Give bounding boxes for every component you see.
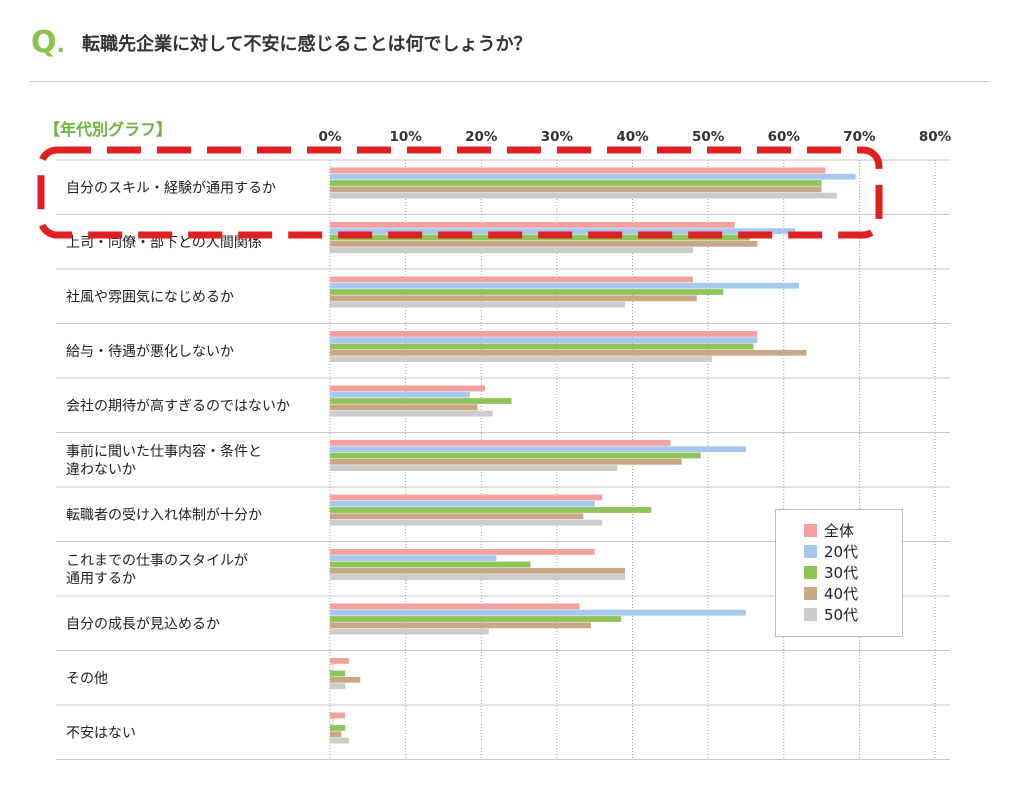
bar bbox=[330, 356, 712, 362]
bar bbox=[330, 725, 346, 731]
bar bbox=[330, 567, 625, 574]
bar bbox=[330, 228, 796, 235]
bar bbox=[330, 574, 625, 580]
x-tick-label: 0% bbox=[319, 129, 342, 145]
legend-item: 40代 bbox=[804, 583, 902, 604]
bar bbox=[330, 385, 486, 392]
bar bbox=[330, 628, 489, 635]
highlight-box bbox=[37, 146, 883, 239]
bar bbox=[330, 295, 697, 302]
bar bbox=[330, 349, 807, 356]
x-tick-label: 20% bbox=[465, 129, 498, 145]
bar bbox=[330, 465, 618, 471]
bar bbox=[330, 549, 595, 555]
bar bbox=[330, 555, 497, 562]
bar bbox=[330, 192, 837, 199]
bar bbox=[330, 452, 701, 459]
bar bbox=[330, 247, 693, 253]
legend-item: 30代 bbox=[804, 562, 902, 583]
bar bbox=[330, 676, 361, 683]
legend-label: 全体 bbox=[824, 522, 855, 540]
legend: 全体 20代 30代 40代 50代 bbox=[775, 509, 903, 637]
bar bbox=[330, 240, 758, 247]
category-label: 社風や雰囲気になじめるか bbox=[66, 289, 234, 305]
x-tick-label: 30% bbox=[541, 129, 574, 145]
category-label: 不安はない bbox=[66, 725, 136, 741]
bar bbox=[330, 712, 346, 719]
bar bbox=[330, 683, 346, 689]
x-tick-label: 50% bbox=[692, 129, 725, 145]
bar bbox=[330, 180, 822, 186]
legend-item: 全体 bbox=[804, 520, 902, 541]
x-tick-label: 40% bbox=[616, 129, 649, 145]
bar bbox=[330, 282, 799, 289]
legend-swatch bbox=[804, 608, 817, 621]
bar bbox=[330, 391, 470, 398]
bar bbox=[330, 658, 349, 664]
category-label: その他 bbox=[66, 671, 108, 687]
bar bbox=[330, 561, 531, 568]
x-tick-label: 80% bbox=[919, 129, 952, 145]
legend-swatch bbox=[804, 524, 817, 537]
bar bbox=[330, 507, 652, 513]
bar bbox=[329, 663, 334, 671]
bar bbox=[330, 343, 754, 350]
bar bbox=[330, 167, 826, 174]
category-label: 自分の成長が見込めるか bbox=[66, 616, 220, 632]
category-label: 会社の期待が高すぎるのではないか bbox=[66, 397, 290, 414]
divider bbox=[30, 81, 990, 82]
bar bbox=[330, 737, 349, 744]
bar bbox=[330, 494, 603, 501]
legend-label: 30代 bbox=[824, 564, 859, 582]
legend-swatch bbox=[804, 545, 817, 558]
legend-item: 20代 bbox=[804, 541, 902, 562]
q-mark: Q. bbox=[31, 25, 65, 60]
bar bbox=[330, 670, 346, 677]
bar bbox=[330, 519, 603, 526]
legend-label: 40代 bbox=[824, 585, 859, 603]
legend-swatch bbox=[804, 587, 817, 600]
category-label: 違わないか bbox=[66, 462, 136, 478]
bar bbox=[330, 337, 758, 344]
bar bbox=[330, 513, 584, 520]
bar bbox=[330, 398, 512, 404]
x-tick-label: 70% bbox=[843, 129, 876, 145]
category-label: 転職者の受け入れ体制が十分か bbox=[66, 507, 262, 523]
bar bbox=[330, 622, 591, 629]
bar bbox=[330, 276, 693, 283]
bar bbox=[330, 331, 758, 337]
x-tick-label: 60% bbox=[768, 129, 801, 145]
bar bbox=[330, 404, 478, 411]
bar bbox=[330, 289, 724, 295]
bar bbox=[330, 603, 580, 610]
bar bbox=[330, 173, 856, 180]
x-tick-label: 10% bbox=[389, 129, 422, 145]
category-label: これまでの仕事のスタイルが bbox=[66, 553, 248, 569]
legend-label: 20代 bbox=[824, 543, 859, 561]
bar bbox=[330, 222, 735, 228]
bar bbox=[330, 301, 625, 308]
bar bbox=[330, 616, 622, 622]
bar bbox=[330, 500, 595, 507]
category-label: 上司・同僚・部下との人間関係 bbox=[66, 235, 262, 251]
bar bbox=[330, 609, 746, 616]
bar bbox=[330, 410, 493, 417]
category-label: 通用するか bbox=[66, 571, 136, 587]
category-label: 自分のスキル・経験が通用するか bbox=[66, 180, 276, 196]
bar bbox=[330, 446, 746, 453]
category-label: 事前に聞いた仕事内容・条件と bbox=[66, 443, 262, 460]
bar bbox=[330, 186, 822, 193]
bar bbox=[329, 718, 334, 725]
legend-item: 50代 bbox=[804, 604, 902, 625]
category-label: 給与・待遇が悪化しないか bbox=[66, 344, 234, 360]
bar bbox=[330, 458, 682, 465]
bar bbox=[330, 731, 342, 738]
legend-label: 50代 bbox=[824, 606, 859, 624]
bar bbox=[330, 440, 671, 446]
legend-swatch bbox=[804, 566, 817, 579]
question-title: 転職先企業に対して不安に感じることは何でしょうか？ bbox=[82, 34, 532, 55]
graph-tag: 【年代別グラフ】 bbox=[44, 120, 173, 139]
